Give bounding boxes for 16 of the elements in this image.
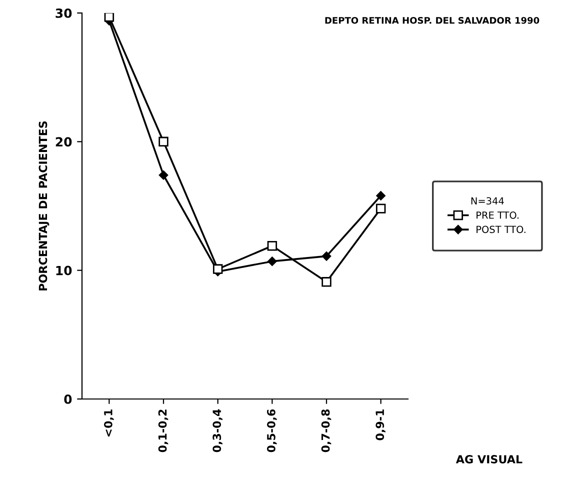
x-tick-label: 0,5-0,6: [266, 409, 277, 452]
y-tick-label: 30: [56, 8, 72, 18]
y-tick-label: 10: [56, 266, 72, 276]
legend-title: N=344: [471, 197, 504, 205]
x-tick-label: 0,9-1: [376, 409, 386, 440]
legend-label: POST TTO.: [476, 226, 526, 234]
x-tick-label: 0,7-0,8: [321, 409, 332, 452]
x-tick-label: <0,1: [104, 409, 114, 437]
x-tick-label: 0,1-0,2: [158, 410, 168, 452]
legend-label: PRE TTO.: [476, 211, 519, 219]
x-tick-label: 0,3-0,4: [212, 409, 222, 452]
annotation: DEPTO RETINA HOSP. DEL SALVADOR 1990: [325, 16, 540, 24]
x-axis-title: AG VISUAL: [456, 455, 522, 464]
y-tick-label: 20: [56, 137, 72, 147]
y-tick-label: 0: [64, 394, 72, 404]
y-axis-title: PORCENTAJE DE PACIENTES: [38, 121, 50, 290]
